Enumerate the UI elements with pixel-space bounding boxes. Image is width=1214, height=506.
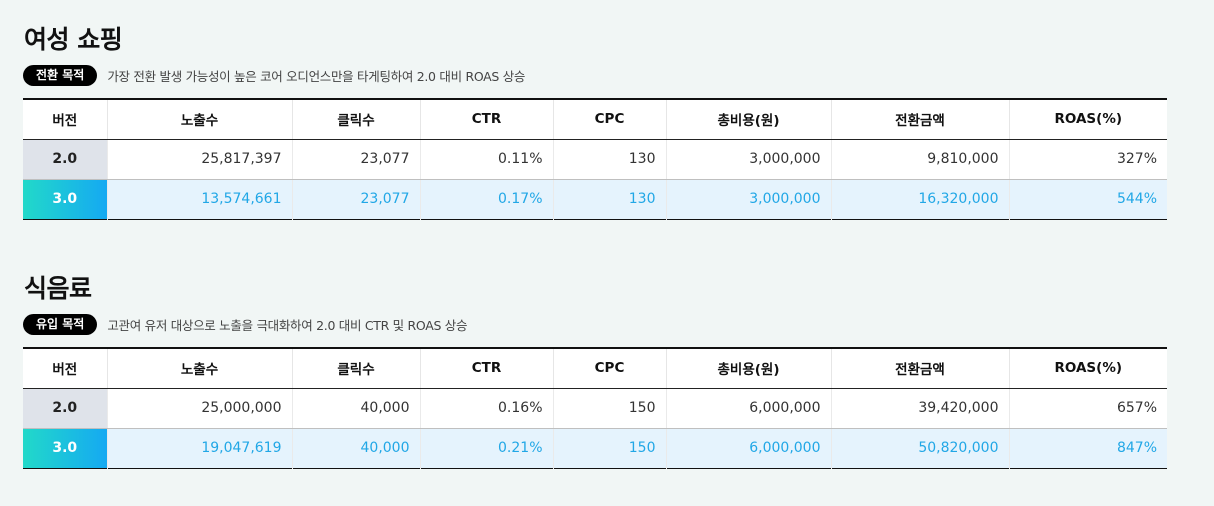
ctr-cell: 0.21% bbox=[419, 427, 553, 468]
roas-cell: 847% bbox=[1008, 427, 1167, 468]
version-cell: 2.0 bbox=[23, 388, 107, 429]
header-conversion-amount: 전환금액 bbox=[830, 348, 1009, 389]
header-cpc: CPC bbox=[552, 99, 666, 140]
impressions-cell: 13,574,661 bbox=[106, 178, 292, 219]
conversion-amount-cell: 16,320,000 bbox=[830, 178, 1009, 219]
section-title: 식음료 bbox=[24, 274, 92, 303]
clicks-cell: 40,000 bbox=[291, 388, 420, 429]
header-ctr: CTR bbox=[419, 99, 553, 140]
table-row: 2.0 25,817,397 23,077 0.11% 130 3,000,00… bbox=[23, 139, 1167, 180]
roas-cell: 327% bbox=[1008, 139, 1167, 180]
section-subtitle: 유입 목적 고관여 유저 대상으로 노출을 극대화하여 2.0 대비 CTR 및… bbox=[23, 313, 1167, 335]
total-cost-cell: 6,000,000 bbox=[665, 388, 831, 429]
cpc-cell: 130 bbox=[552, 139, 666, 180]
cpc-cell: 150 bbox=[552, 388, 666, 429]
cpc-cell: 150 bbox=[552, 427, 666, 468]
version-cell: 3.0 bbox=[23, 427, 107, 468]
objective-badge: 유입 목적 bbox=[23, 313, 98, 335]
total-cost-cell: 3,000,000 bbox=[665, 178, 831, 219]
table-header-row: 버전 노출수 클릭수 CTR CPC 총비용(원) 전환금액 ROAS(%) bbox=[23, 348, 1167, 389]
impressions-cell: 19,047,619 bbox=[106, 427, 292, 468]
performance-table: 버전 노출수 클릭수 CTR CPC 총비용(원) 전환금액 ROAS(%) 2… bbox=[23, 98, 1167, 220]
conversion-amount-cell: 9,810,000 bbox=[830, 139, 1009, 180]
ctr-cell: 0.17% bbox=[419, 178, 553, 219]
clicks-cell: 23,077 bbox=[291, 178, 420, 219]
header-total-cost: 총비용(원) bbox=[665, 348, 831, 389]
section-title: 여성 쇼핑 bbox=[24, 25, 123, 54]
roas-cell: 657% bbox=[1008, 388, 1167, 429]
header-clicks: 클릭수 bbox=[291, 99, 420, 140]
table-row: 2.0 25,000,000 40,000 0.16% 150 6,000,00… bbox=[23, 388, 1167, 429]
clicks-cell: 40,000 bbox=[291, 427, 420, 468]
ctr-cell: 0.11% bbox=[419, 139, 553, 180]
total-cost-cell: 6,000,000 bbox=[665, 427, 831, 468]
roas-cell: 544% bbox=[1008, 178, 1167, 219]
table-row-highlighted: 3.0 13,574,661 23,077 0.17% 130 3,000,00… bbox=[23, 178, 1167, 219]
version-cell: 2.0 bbox=[23, 139, 107, 180]
objective-badge: 전환 목적 bbox=[23, 64, 98, 86]
header-ctr: CTR bbox=[419, 348, 553, 389]
conversion-amount-cell: 50,820,000 bbox=[830, 427, 1009, 468]
header-roas: ROAS(%) bbox=[1008, 348, 1167, 389]
header-cpc: CPC bbox=[552, 348, 666, 389]
clicks-cell: 23,077 bbox=[291, 139, 420, 180]
version-cell: 3.0 bbox=[23, 178, 107, 219]
impressions-cell: 25,000,000 bbox=[106, 388, 292, 429]
header-clicks: 클릭수 bbox=[291, 348, 420, 389]
total-cost-cell: 3,000,000 bbox=[665, 139, 831, 180]
cpc-cell: 130 bbox=[552, 178, 666, 219]
header-conversion-amount: 전환금액 bbox=[830, 99, 1009, 140]
header-total-cost: 총비용(원) bbox=[665, 99, 831, 140]
header-impressions: 노출수 bbox=[106, 99, 292, 140]
campaign-section-food-beverage: 식음료 유입 목적 고관여 유저 대상으로 노출을 극대화하여 2.0 대비 C… bbox=[23, 273, 1167, 469]
table-header-row: 버전 노출수 클릭수 CTR CPC 총비용(원) 전환금액 ROAS(%) bbox=[23, 99, 1167, 140]
header-version: 버전 bbox=[23, 99, 107, 140]
performance-table: 버전 노출수 클릭수 CTR CPC 총비용(원) 전환금액 ROAS(%) 2… bbox=[23, 347, 1167, 469]
conversion-amount-cell: 39,420,000 bbox=[830, 388, 1009, 429]
campaign-section-women-shopping: 여성 쇼핑 전환 목적 가장 전환 발생 가능성이 높은 코어 오디언스만을 타… bbox=[23, 24, 1167, 220]
section-description: 가장 전환 발생 가능성이 높은 코어 오디언스만을 타게팅하여 2.0 대비 … bbox=[107, 68, 526, 84]
section-description: 고관여 유저 대상으로 노출을 극대화하여 2.0 대비 CTR 및 ROAS … bbox=[107, 317, 468, 333]
header-roas: ROAS(%) bbox=[1008, 99, 1167, 140]
header-impressions: 노출수 bbox=[106, 348, 292, 389]
header-version: 버전 bbox=[23, 348, 107, 389]
impressions-cell: 25,817,397 bbox=[106, 139, 292, 180]
section-subtitle: 전환 목적 가장 전환 발생 가능성이 높은 코어 오디언스만을 타게팅하여 2… bbox=[23, 64, 1167, 86]
ctr-cell: 0.16% bbox=[419, 388, 553, 429]
table-row-highlighted: 3.0 19,047,619 40,000 0.21% 150 6,000,00… bbox=[23, 427, 1167, 468]
